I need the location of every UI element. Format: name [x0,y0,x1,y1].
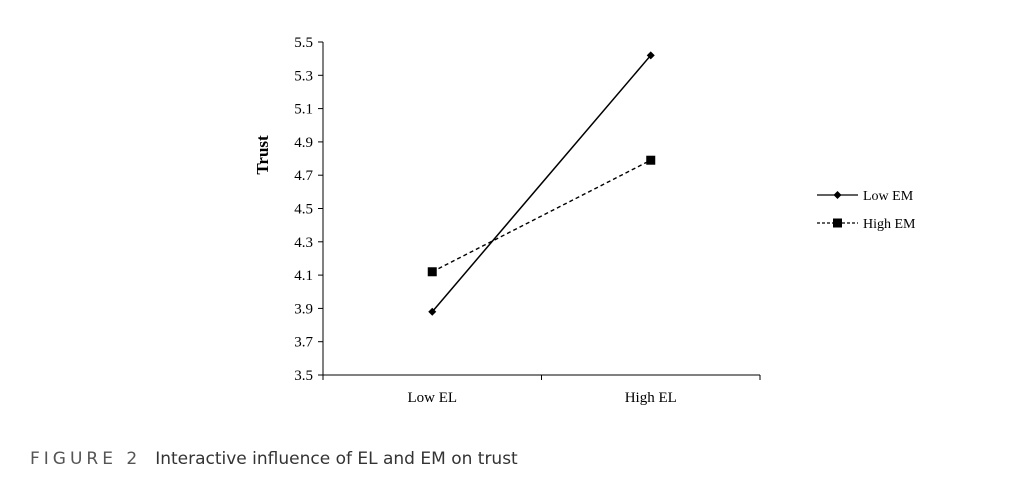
y-tick-label: 3.7 [294,335,313,351]
trust-line-chart: Trust 3.53.73.94.14.34.54.74.95.15.35.5 … [253,35,916,406]
y-axis-title: Trust [253,135,272,175]
legend-label: Low EM [863,189,914,204]
y-tick-label: 4.1 [294,268,313,284]
legend-item: High EM [817,217,916,232]
y-tick-label: 4.9 [294,135,313,151]
x-axis-ticks: Low EL High EL [322,375,761,406]
y-tick-label: 5.3 [294,68,313,84]
y-tick-label: 5.5 [294,35,313,51]
data-point [646,51,655,60]
x-tick-label: Low EL [407,390,457,406]
y-tick-label: 4.5 [294,202,313,218]
legend: Low EM High EM [817,189,916,232]
y-tick-label: 3.5 [294,368,313,384]
figure-caption-text: Interactive influence of EL and EM on tr… [155,449,518,469]
legend-marker [833,218,842,228]
y-tick-label: 4.3 [294,235,313,251]
series-0 [428,51,655,316]
series-layer [427,51,656,316]
y-tick-label: 5.1 [294,102,313,118]
series-line [431,54,652,313]
legend-marker [833,191,842,199]
y-tick-label: 4.7 [294,168,313,184]
data-point [428,307,437,316]
figure-caption: FIGURE 2 Interactive influence of EL and … [30,449,518,469]
data-point [427,267,437,277]
data-point [646,155,656,165]
figure-label: FIGURE 2 [30,449,142,469]
legend-label: High EM [863,217,916,232]
series-line [431,159,652,273]
y-tick-label: 3.9 [294,301,313,317]
series-1 [427,155,656,277]
y-axis-ticks: 3.5 3.7 3.9 4.1 4.3 4.5 4.7 4.9 5.1 5.3 5.5 [294,35,323,384]
legend-item: Low EM [817,189,914,204]
x-tick-label: High EL [625,390,677,406]
